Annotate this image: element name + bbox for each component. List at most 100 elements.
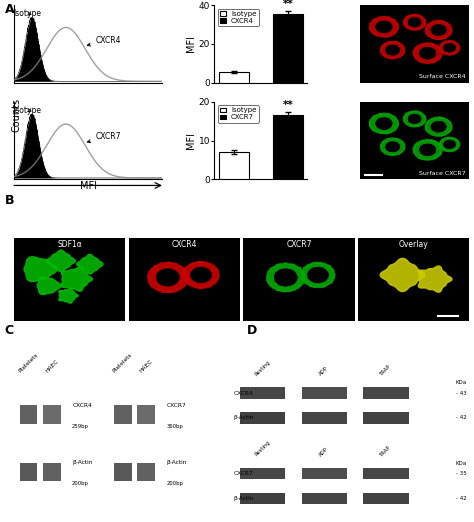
Polygon shape — [439, 41, 460, 55]
Text: Resting: Resting — [254, 359, 271, 377]
Bar — [43, 406, 61, 424]
Polygon shape — [403, 14, 426, 30]
Polygon shape — [369, 16, 399, 37]
Polygon shape — [444, 140, 455, 148]
Bar — [240, 468, 285, 479]
Polygon shape — [439, 137, 460, 152]
Polygon shape — [369, 113, 399, 134]
Text: KDa: KDa — [456, 460, 467, 466]
Text: 200bp: 200bp — [166, 481, 183, 486]
Text: C: C — [5, 324, 14, 337]
Bar — [240, 493, 285, 504]
Text: **: ** — [283, 100, 293, 110]
Bar — [43, 462, 61, 481]
Text: D: D — [246, 324, 257, 337]
Text: TRAP: TRAP — [380, 445, 392, 457]
Bar — [137, 462, 155, 481]
Polygon shape — [274, 269, 297, 286]
Text: ADP: ADP — [319, 446, 330, 457]
Polygon shape — [191, 267, 211, 282]
Polygon shape — [156, 269, 179, 286]
Legend: Isotype, CXCR7: Isotype, CXCR7 — [218, 105, 258, 123]
Text: CXCR4: CXCR4 — [234, 390, 254, 396]
Polygon shape — [431, 25, 446, 35]
Text: Platelets: Platelets — [18, 352, 39, 374]
Bar — [364, 387, 409, 399]
Polygon shape — [24, 257, 57, 281]
Text: β-Actin: β-Actin — [234, 496, 254, 501]
Bar — [301, 412, 346, 424]
Polygon shape — [183, 262, 219, 289]
Text: A: A — [5, 3, 14, 16]
Polygon shape — [376, 21, 392, 33]
Bar — [273, 115, 303, 179]
Text: CXCR4: CXCR4 — [72, 403, 92, 408]
Text: HAEC: HAEC — [138, 359, 154, 374]
Text: SDF1α: SDF1α — [57, 240, 82, 249]
Text: 200bp: 200bp — [72, 481, 89, 486]
Text: CXCR7: CXCR7 — [286, 240, 312, 249]
X-axis label: MFI: MFI — [80, 181, 97, 191]
Polygon shape — [308, 267, 328, 282]
Text: KDa: KDa — [456, 380, 467, 385]
Bar — [364, 493, 409, 504]
Polygon shape — [425, 117, 452, 136]
Bar — [219, 152, 248, 179]
Bar — [240, 412, 285, 424]
Polygon shape — [413, 139, 443, 160]
Text: Surface CXCR7: Surface CXCR7 — [419, 171, 466, 176]
Polygon shape — [46, 250, 75, 271]
Polygon shape — [413, 43, 443, 64]
Text: Isotype: Isotype — [14, 105, 42, 115]
Text: β-Actin: β-Actin — [234, 416, 254, 420]
Bar — [364, 412, 409, 424]
Polygon shape — [431, 122, 446, 132]
Bar — [240, 387, 285, 399]
Bar — [301, 493, 346, 504]
Text: Surface CXCR4: Surface CXCR4 — [419, 75, 466, 79]
Polygon shape — [386, 45, 400, 55]
Y-axis label: MFI: MFI — [186, 35, 196, 52]
Bar — [114, 406, 131, 424]
Polygon shape — [420, 48, 436, 59]
Text: 360bp: 360bp — [166, 424, 183, 429]
Y-axis label: MFI: MFI — [186, 132, 196, 149]
Polygon shape — [380, 41, 405, 59]
Polygon shape — [444, 44, 455, 52]
Text: **: ** — [283, 0, 293, 9]
Text: CXCR7: CXCR7 — [87, 132, 121, 143]
Text: - 43: - 43 — [456, 390, 467, 396]
Polygon shape — [409, 114, 421, 123]
Polygon shape — [419, 266, 452, 292]
Text: B: B — [5, 194, 14, 207]
Text: Platelets: Platelets — [112, 352, 134, 374]
Bar — [219, 72, 248, 82]
Text: CXCR7: CXCR7 — [234, 471, 254, 476]
Legend: Isotype, CXCR4: Isotype, CXCR4 — [218, 9, 258, 26]
Text: ADP: ADP — [319, 366, 330, 377]
Polygon shape — [380, 258, 425, 292]
Text: CXCR4: CXCR4 — [87, 35, 121, 46]
Text: 259bp: 259bp — [72, 424, 89, 429]
Text: HAEC: HAEC — [44, 359, 59, 374]
Bar — [364, 468, 409, 479]
Polygon shape — [409, 18, 421, 27]
Polygon shape — [380, 138, 405, 156]
Text: CXCR4: CXCR4 — [172, 240, 197, 249]
Text: CXCR7: CXCR7 — [166, 403, 186, 408]
Polygon shape — [37, 277, 61, 294]
Polygon shape — [425, 20, 452, 40]
Polygon shape — [386, 142, 400, 151]
Polygon shape — [376, 118, 392, 129]
Polygon shape — [266, 263, 305, 292]
Bar — [301, 387, 346, 399]
Bar — [20, 462, 37, 481]
Text: β-Actin: β-Actin — [166, 460, 187, 465]
Text: - 42: - 42 — [456, 416, 467, 420]
Bar — [301, 468, 346, 479]
Bar — [114, 462, 131, 481]
Text: Isotype: Isotype — [14, 9, 42, 18]
Text: Resting: Resting — [254, 440, 271, 457]
Polygon shape — [403, 111, 426, 127]
Text: - 42: - 42 — [456, 496, 467, 501]
